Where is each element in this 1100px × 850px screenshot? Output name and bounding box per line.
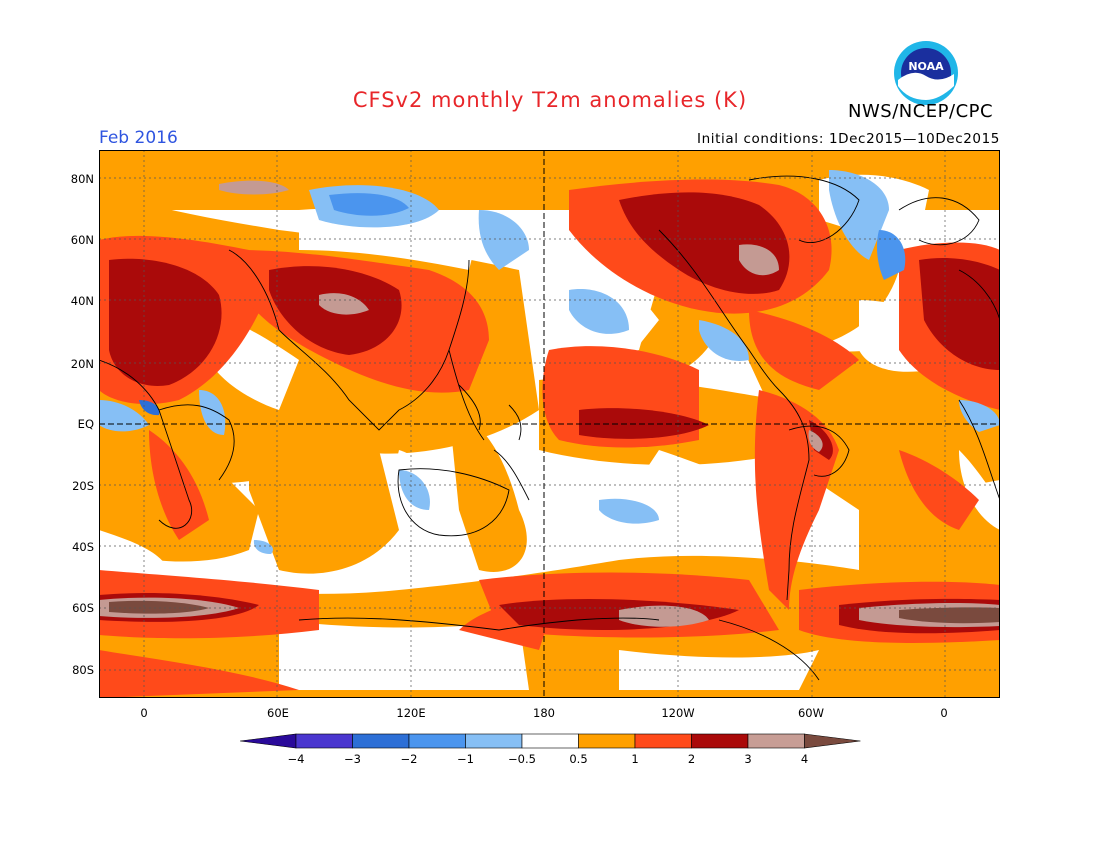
lon-label: 0: [940, 706, 948, 720]
equator-dateline: [99, 150, 1000, 698]
forecast-period: Feb 2016: [99, 128, 178, 148]
initial-conditions: Initial conditions: 1Dec2015—10Dec2015: [697, 131, 1000, 147]
lat-label: 80S: [72, 663, 94, 677]
lon-label: 0: [140, 706, 148, 720]
lat-label: 60S: [72, 601, 94, 615]
colorbar-segment: [408, 733, 466, 749]
lon-label: 120E: [396, 706, 426, 720]
lat-label: 20S: [72, 479, 94, 493]
colorbar-tick-label: 0.5: [569, 752, 588, 766]
lon-label: 60W: [797, 706, 824, 720]
colorbar-tick-label: −2: [400, 752, 418, 766]
colorbar: [240, 733, 861, 749]
noaa-logo-icon: NOAA: [894, 41, 958, 105]
colorbar-segment: [295, 733, 353, 749]
lon-label: 60E: [267, 706, 289, 720]
temperature-anomaly-map: [99, 150, 1000, 698]
colorbar-segment: [521, 733, 579, 749]
colorbar-segment: [747, 733, 805, 749]
chart-title: CFSv2 monthly T2m anomalies (K): [352, 88, 748, 112]
lat-label: 40N: [70, 294, 94, 308]
colorbar-segment: [634, 733, 692, 749]
colorbar-tick-label: 1: [631, 752, 639, 766]
coastlines: [99, 175, 1000, 681]
graticule: [99, 150, 1000, 698]
colorbar-segment: [804, 733, 861, 749]
colorbar-segment: [465, 733, 523, 749]
colorbar-tick-label: −0.5: [508, 752, 536, 766]
colorbar-segment: [691, 733, 749, 749]
lat-label: 60N: [70, 233, 94, 247]
colorbar-segment: [240, 733, 297, 749]
colorbar-tick-label: 3: [744, 752, 752, 766]
colorbar-tick-label: 4: [800, 752, 809, 766]
lat-label: 40S: [72, 540, 94, 554]
colorbar-tick-label: −1: [457, 752, 474, 766]
svg-text:NOAA: NOAA: [908, 60, 944, 73]
lat-label: 80N: [70, 172, 94, 186]
colorbar-tick-label: −4: [287, 752, 305, 766]
lat-label: 20N: [70, 357, 94, 371]
lat-label: EQ: [77, 417, 94, 431]
colorbar-segment: [352, 733, 410, 749]
agency-label: NWS/NCEP/CPC: [848, 101, 994, 122]
colorbar-tick-label: 2: [687, 752, 696, 766]
lon-label: 120W: [661, 706, 695, 720]
lon-label: 180: [533, 706, 555, 720]
colorbar-tick-label: −3: [344, 752, 361, 766]
colorbar-segment: [578, 733, 636, 749]
